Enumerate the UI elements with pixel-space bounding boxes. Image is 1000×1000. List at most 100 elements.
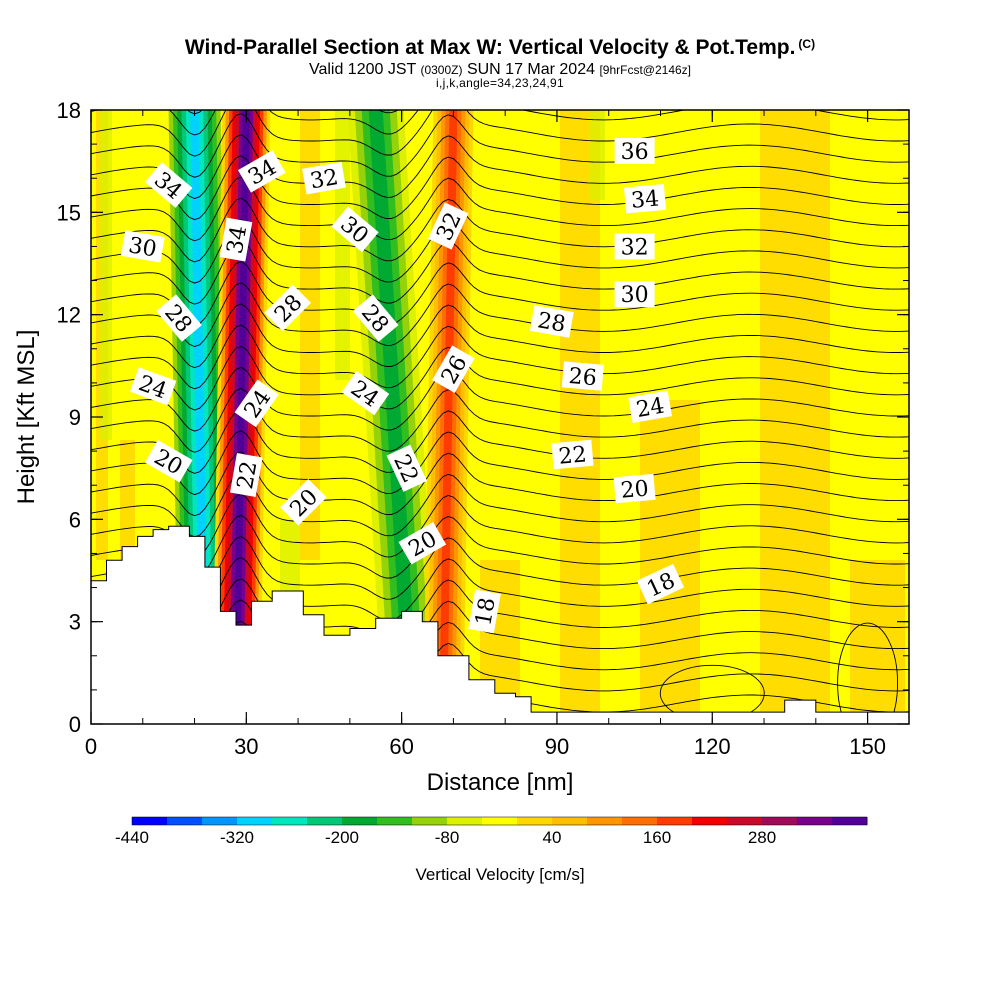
- theta-contour: [91, 303, 909, 369]
- theta-label-text: 34: [630, 187, 660, 214]
- theta-label: 32: [302, 161, 346, 195]
- theta-label-box: [398, 521, 447, 565]
- colorbar-swatch: [342, 817, 378, 825]
- theta-contour: [91, 409, 909, 474]
- weak-ascent-patch: [760, 110, 830, 724]
- theta-label-box: [234, 379, 279, 428]
- theta-label-box: [230, 453, 263, 497]
- theta-contour: [91, 324, 909, 390]
- theta-label-box: [219, 217, 253, 262]
- theta-contour: [91, 197, 909, 263]
- colorbar-swatch: [202, 817, 238, 825]
- theta-contour-closed: [837, 622, 899, 724]
- weak-ascent-patch: [640, 400, 700, 724]
- theta-label-text: 18: [471, 596, 500, 628]
- theta-label: 36: [614, 137, 655, 165]
- downdraft-band-2: [368, 110, 419, 724]
- colorbar-swatch: [692, 817, 728, 825]
- theta-label-text: 30: [127, 233, 159, 262]
- theta-label-box: [529, 305, 574, 338]
- theta-label-box: [331, 206, 379, 253]
- theta-label-box: [237, 150, 286, 193]
- theta-label-box: [623, 184, 667, 214]
- weak-ascent-patch: [850, 560, 905, 724]
- theta-label-text: 34: [223, 224, 252, 256]
- x-tick-label: 150: [849, 734, 886, 759]
- y-tick-label: 0: [69, 712, 81, 737]
- valid-utc: (0300Z): [420, 63, 463, 77]
- theta-label-box: [144, 440, 193, 483]
- theta-label-box: [432, 345, 475, 394]
- theta-contour: [91, 134, 909, 199]
- theta-contour: [91, 176, 909, 242]
- theta-label-box: [129, 367, 177, 406]
- theta-label-box: [341, 370, 390, 416]
- theta-contour: [91, 451, 909, 517]
- theta-contour: [91, 578, 909, 644]
- theta-contour: [91, 557, 909, 622]
- y-axis-title: Height [Kft MSL]: [13, 330, 40, 505]
- theta-label-text: 32: [621, 235, 649, 260]
- y-tick-label: 9: [69, 405, 81, 430]
- theta-label-box: [614, 137, 655, 164]
- colorbar-label: 280: [748, 828, 776, 847]
- theta-label: 22: [230, 453, 263, 497]
- weak-ascent-patch: [300, 110, 320, 560]
- theta-label: 34: [623, 184, 667, 214]
- theta-label-box: [352, 294, 399, 342]
- colorbar-swatch: [727, 817, 763, 825]
- colorbar-label: -80: [435, 828, 460, 847]
- theta-contour: [91, 388, 909, 453]
- theta-contour: [91, 472, 909, 538]
- theta-label: 24: [628, 390, 673, 424]
- theta-label: 26: [561, 361, 604, 391]
- updraft-band-1: [232, 110, 250, 724]
- colorbar-swatch: [167, 817, 203, 825]
- y-tick-label: 15: [57, 200, 81, 225]
- theta-label-text: 20: [620, 476, 650, 503]
- chart-title-text: Wind-Parallel Section at Max W: Vertical…: [184, 36, 796, 59]
- colorbar-label: 160: [643, 828, 671, 847]
- colorbar-swatch: [412, 817, 448, 825]
- theta-label: 22: [551, 439, 594, 470]
- theta-contour: [91, 261, 909, 326]
- x-tick-label: 120: [694, 734, 731, 759]
- forecast-info: [9hrFcst@2146z]: [599, 63, 692, 77]
- colorbar-swatch: [517, 817, 553, 825]
- x-tick-label: 90: [545, 734, 569, 759]
- colorbar-swatch: [482, 817, 518, 825]
- x-tick-label: 0: [85, 734, 97, 759]
- theta-label-box: [613, 473, 656, 504]
- theta-label-text: 22: [558, 442, 588, 469]
- grid-indices: i,j,k,angle=34,23,24,91: [436, 76, 564, 90]
- colorbar-swatch: [447, 817, 483, 825]
- colorbar-swatch: [307, 817, 343, 825]
- colorbar-swatch: [657, 817, 693, 825]
- theta-contour: [91, 282, 909, 347]
- colorbar-label: -440: [115, 828, 149, 847]
- colorbar: -440 -320 -200 -80 40 160 280: [115, 816, 868, 847]
- theta-label-box: [551, 439, 594, 470]
- valid-time: Valid 1200 JST (0300Z) SUN 17 Mar 2024 […: [0, 61, 1000, 79]
- colorbar-label: -320: [220, 828, 254, 847]
- theta-contour: [91, 430, 909, 496]
- theta-label-text: 32: [308, 165, 340, 194]
- colorbar-swatch: [272, 817, 308, 825]
- theta-contour: [91, 514, 909, 580]
- theta-label-box: [120, 230, 165, 263]
- y-tick-label: 18: [57, 98, 81, 123]
- theta-label-text: 22: [233, 459, 262, 491]
- theta-label-text: 26: [568, 364, 598, 391]
- theta-label-box: [468, 589, 501, 634]
- colorbar-swatch: [762, 817, 798, 825]
- x-tick-label: 60: [389, 734, 413, 759]
- theta-label-text: 28: [536, 308, 568, 337]
- weak-ascent-patch: [560, 110, 600, 724]
- theta-label-box: [636, 563, 685, 605]
- y-tick-label: 6: [69, 507, 81, 532]
- theta-label: 20: [613, 473, 656, 504]
- updraft-band-2: [439, 110, 458, 724]
- x-axis-title: Distance [nm]: [427, 769, 574, 796]
